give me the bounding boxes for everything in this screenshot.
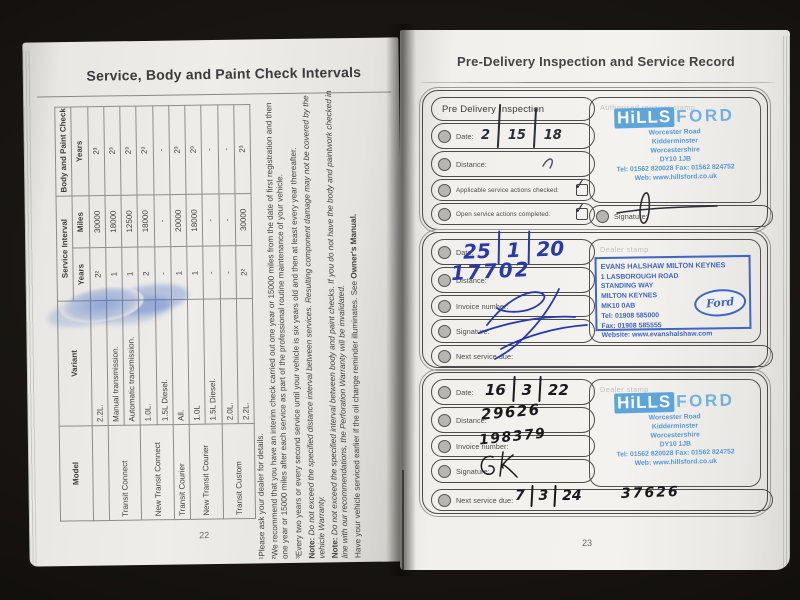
stamp-placeholder-text: Dealer stamp <box>600 385 649 394</box>
record-invoice-field: Invoice number: <box>431 435 595 457</box>
field-bullet-icon <box>438 464 451 478</box>
left-page-title: Service, Body and Paint Check Intervals <box>86 63 362 84</box>
pen-stroke <box>512 375 516 403</box>
pen-squiggle <box>542 158 553 169</box>
pdi-stamp-area: Authorised repairer stamp HiLLS FORD Wor… <box>589 97 761 203</box>
stamp-placeholder-text: Dealer stamp <box>600 245 649 254</box>
handwritten-next-service-date: 7 3 24 <box>515 483 582 509</box>
pdi-distance-field: Distance: <box>431 151 595 177</box>
field-bullet-icon <box>438 413 451 427</box>
pdi-applicable-field: Applicable service actions checked: ✓ <box>431 175 595 201</box>
hillsford-logo: HiLLS FORD <box>613 105 735 129</box>
record-distance-field: Distance: <box>431 407 595 433</box>
field-bullet-icon <box>438 129 451 143</box>
col-header-body-paint: Body and Paint Check Interval <box>54 106 73 196</box>
checkbox-icon: ✓ <box>573 199 588 220</box>
field-bullet-icon <box>438 439 451 453</box>
pen-stroke <box>530 484 534 508</box>
subheader-miles: Miles <box>72 195 90 248</box>
pen-stroke <box>538 375 542 403</box>
field-bullet-icon <box>438 157 451 171</box>
field-bullet-icon <box>438 273 451 287</box>
field-bullet-icon <box>438 299 451 313</box>
field-bullet-icon <box>438 493 451 507</box>
dealer-stamp-area: Dealer stamp EVANS HALSHAW MILTON KEYNES… <box>589 239 761 343</box>
pdi-signature-field: Signature: <box>589 205 773 227</box>
signature-scribble <box>480 451 518 478</box>
field-bullet-icon <box>438 245 451 259</box>
right-page-title: Pre-Delivery Inspection and Service Reco… <box>457 54 735 69</box>
subheader-bp-years: Years <box>71 106 89 196</box>
field-bullet-icon <box>438 207 451 221</box>
left-page-number: 22 <box>199 530 210 541</box>
service-record-box-1: Date: Distance: Invoice number: Signatur… <box>419 229 773 371</box>
hillsford-stamp: HiLLS FORD Worcester Road Kidderminster … <box>593 390 757 470</box>
pdi-box-title: Pre Delivery Inspection <box>442 103 545 115</box>
hillsford-logo: HiLLS FORD <box>613 390 735 414</box>
service-record-box-2: Date: Distance: Invoice number: Signatur… <box>419 369 773 517</box>
hillsford-stamp: HiLLS FORD Worcester Road Kidderminster … <box>593 105 757 185</box>
pdi-box-title-pill: Pre Delivery Inspection <box>431 97 595 121</box>
handwritten-pdi-date: 2 15 18 <box>481 103 562 153</box>
footnotes-rotated: ¹Please ask your dealer for details. ²We… <box>251 86 394 560</box>
tick-mark-icon: ✓ <box>573 175 587 193</box>
footnote-note-bodypaint: Note: Do not exceed the specified interv… <box>324 90 350 559</box>
field-bullet-icon <box>438 183 451 197</box>
pdi-box: Pre Delivery Inspection Date: Distance: … <box>419 87 773 233</box>
right-page-number: 23 <box>582 538 593 548</box>
record-invoice-field: Invoice number: <box>431 295 595 317</box>
pdi-date-field: Date: <box>431 123 595 149</box>
footnote-2: ²We recommend that you have an interim c… <box>264 102 290 560</box>
right-page: Pre-Delivery Inspection and Service Reco… <box>400 30 790 570</box>
field-bullet-icon <box>438 385 451 399</box>
record-date-field: Date: <box>431 239 595 265</box>
left-page: Service, Body and Paint Check Intervals … <box>22 37 406 567</box>
book-spine-fold <box>402 470 404 570</box>
footnote-note-services: Note: Do not exceed the specified distan… <box>300 95 327 559</box>
pdi-open-actions-field: Open service actions completed: ✓ <box>431 199 595 225</box>
field-bullet-icon <box>438 324 451 338</box>
checkbox-icon: ✓ <box>573 175 588 196</box>
title-divider <box>420 82 776 83</box>
handwritten-next-service-distance: 37626 <box>620 483 680 503</box>
record-signature-field: Signature: <box>431 459 595 483</box>
field-bullet-icon <box>438 349 451 363</box>
tick-mark-icon: ✓ <box>573 199 587 217</box>
record-next-service-field: Next service due: <box>431 345 773 367</box>
handwritten-date: 16 3 22 <box>485 375 569 405</box>
record-distance-field: Distance: <box>431 267 595 293</box>
col-header-service-interval: Service Interval <box>56 195 74 301</box>
record-next-service-field: Next service due: <box>431 489 773 511</box>
pen-stroke <box>553 484 557 508</box>
signature-scribble <box>478 288 588 360</box>
field-bullet-icon <box>596 209 609 223</box>
col-header-model: Model <box>59 425 94 521</box>
dealer-stamp-area: Dealer stamp HiLLS FORD Worcester Road K… <box>589 379 761 487</box>
pdi-signature-scribble <box>616 192 718 224</box>
